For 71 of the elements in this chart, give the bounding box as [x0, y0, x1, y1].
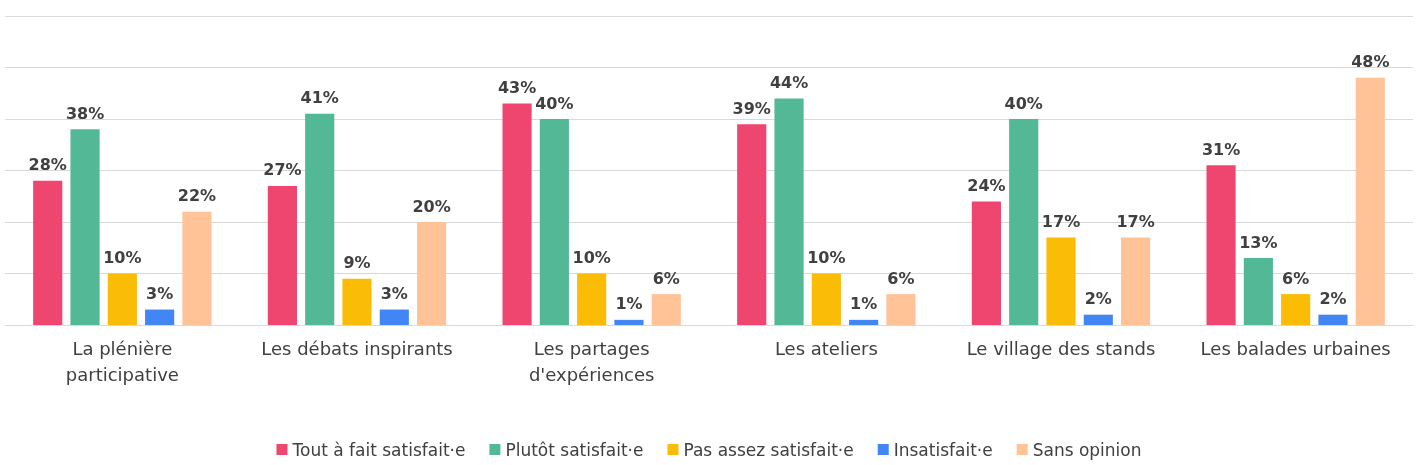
data-label: 6% [887, 268, 915, 288]
bar [107, 273, 137, 325]
data-label: 17% [1041, 211, 1081, 231]
data-label: 31% [1201, 139, 1241, 159]
bar [417, 222, 447, 325]
data-label: 13% [1239, 232, 1278, 252]
x-tick-label: Les débats inspirants [261, 337, 453, 359]
data-label: 44% [769, 72, 809, 92]
bar [1318, 314, 1348, 325]
bar [971, 201, 1001, 325]
data-label: 48% [1351, 52, 1390, 72]
data-label: 6% [1282, 268, 1310, 288]
bar [577, 273, 607, 325]
data-label: 2% [1084, 289, 1112, 309]
data-label: 22% [177, 186, 217, 206]
bar [1355, 77, 1385, 325]
bar [1009, 119, 1039, 325]
data-label: 10% [807, 248, 846, 267]
bar [886, 294, 916, 325]
data-label: 24% [967, 175, 1006, 195]
legend-label: Insatisfait·e [893, 439, 993, 460]
data-label: 27% [263, 160, 302, 180]
x-tick-label: Le village des stands [966, 337, 1156, 359]
bar [1121, 237, 1151, 325]
data-label: 9% [343, 253, 371, 273]
x-tick-label: Les balades urbaines [1200, 337, 1391, 359]
bar [1281, 294, 1311, 325]
data-label: 3% [380, 284, 408, 304]
data-label: 41% [300, 88, 339, 108]
bar [379, 309, 409, 325]
bar [614, 319, 644, 325]
data-label: 17% [1116, 211, 1155, 231]
bar [651, 294, 681, 325]
data-label: 1% [850, 294, 878, 314]
x-tick-label: Les ateliers [774, 337, 878, 359]
bar [811, 273, 841, 325]
data-label: 2% [1319, 289, 1347, 309]
data-label: 40% [1004, 93, 1043, 113]
bar [70, 129, 100, 325]
bar [1206, 165, 1236, 325]
bar [305, 113, 335, 325]
x-tick-label: Les partages d'expériences [528, 337, 655, 385]
legend-label: Sans opinion [1032, 439, 1142, 460]
data-label: 10% [572, 248, 611, 267]
x-tick-label: La plénière participative [65, 337, 179, 385]
bar [1046, 237, 1076, 325]
bar [502, 103, 532, 325]
data-label: 6% [652, 268, 680, 288]
bar [342, 278, 372, 325]
bar [1243, 258, 1273, 325]
bar [182, 211, 212, 325]
bar [145, 309, 175, 325]
legend-label: Tout à fait satisfait·e [291, 439, 466, 460]
legend-label: Plutôt satisfait·e [505, 439, 644, 460]
bar [774, 98, 804, 325]
data-label: 43% [497, 78, 537, 98]
bar [1083, 314, 1113, 325]
data-label: 10% [103, 248, 142, 267]
data-label: 38% [65, 103, 105, 123]
bar [267, 185, 297, 325]
bar [737, 124, 767, 325]
bar [33, 180, 63, 325]
data-label: 40% [535, 93, 574, 113]
data-label: 1% [615, 294, 643, 314]
data-label: 39% [732, 98, 771, 118]
data-label: 20% [412, 196, 451, 216]
bar [849, 319, 879, 325]
legend-label: Pas assez satisfait·e [683, 439, 854, 460]
data-label: 3% [146, 284, 174, 304]
bar [539, 119, 569, 325]
data-label: 28% [28, 155, 67, 175]
